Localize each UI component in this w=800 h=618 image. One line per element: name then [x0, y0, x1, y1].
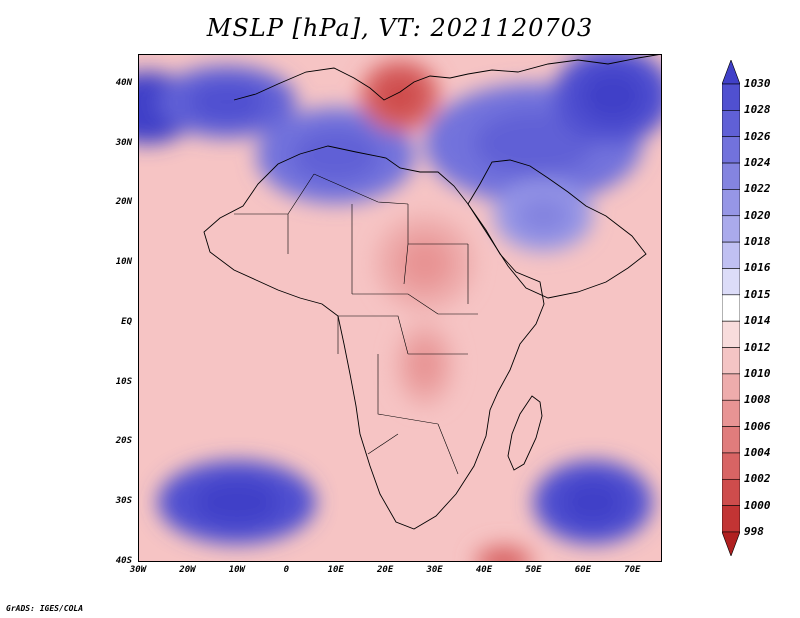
- map-plot: [138, 54, 662, 562]
- colorbar-level-label: 1012: [744, 340, 771, 354]
- pressure-core-7: [560, 479, 626, 526]
- x-tick-label: 30W: [129, 565, 147, 575]
- colorbar-level-label: 1030: [744, 77, 771, 90]
- colorbar-segment: [722, 373, 740, 401]
- colorbar-top-arrow: [722, 60, 740, 85]
- colorbar-segment: [722, 136, 740, 164]
- colorbar: [722, 60, 740, 556]
- pressure-field: [138, 54, 662, 562]
- colorbar-level-label: 1018: [744, 235, 771, 249]
- x-tick-label: 70E: [624, 565, 641, 575]
- colorbar-level-label: 1002: [744, 472, 771, 486]
- colorbar-level-label: 1000: [744, 498, 771, 512]
- colorbar-level-label: 998: [744, 525, 764, 538]
- x-tick-label: 10E: [327, 565, 344, 575]
- colorbar-segment: [722, 347, 740, 375]
- x-tick-label: 20E: [377, 565, 394, 575]
- y-tick-label: 20S: [115, 436, 132, 447]
- y-tick-label: EQ: [121, 316, 132, 327]
- y-tick-label: 20N: [115, 197, 132, 208]
- colorbar-segment: [722, 452, 740, 480]
- pressure-core-8: [378, 76, 422, 116]
- credit-text: GrADS: IGES/COLA: [6, 604, 84, 613]
- colorbar-level-label: 1006: [744, 419, 771, 433]
- colorbar-level-label: 1004: [744, 445, 771, 459]
- pressure-core-11: [408, 341, 442, 388]
- colorbar-level-label: 1026: [744, 129, 771, 143]
- x-tick-label: 10W: [228, 565, 245, 575]
- colorbar-segment: [722, 189, 740, 217]
- colorbar-segment: [722, 294, 740, 322]
- colorbar-segment: [722, 426, 740, 454]
- pressure-map: [138, 54, 662, 562]
- madagascar-coastline: [507, 395, 543, 471]
- arabia-coastline: [467, 159, 647, 299]
- pressure-core-9: [487, 552, 521, 562]
- x-tick-label: 60E: [574, 565, 592, 575]
- x-tick-label: 20W: [179, 565, 196, 575]
- colorbar-level-label: 1010: [744, 366, 771, 380]
- colorbar-level-label: 1014: [744, 314, 771, 328]
- colorbar-segment: [722, 320, 740, 348]
- colorbar-level-label: 1015: [744, 287, 771, 301]
- country-borders: [234, 173, 478, 475]
- y-tick-label: 10S: [115, 376, 132, 387]
- y-tick-label: 40N: [115, 77, 132, 88]
- x-tick-label: 30E: [426, 565, 443, 575]
- colorbar-segment: [722, 241, 740, 269]
- africa-coastline: [203, 145, 545, 530]
- x-tick-label: 50E: [525, 565, 542, 575]
- pressure-core-4: [579, 69, 646, 123]
- colorbar-level-label: 1022: [744, 182, 771, 196]
- colorbar-bottom-arrow: [722, 531, 740, 556]
- colorbar-level-label: 1020: [744, 208, 771, 222]
- map-title: MSLP [hPa], VT: 2021120703: [206, 14, 594, 42]
- colorbar-segment: [722, 505, 740, 533]
- y-tick-label: 30S: [115, 496, 132, 507]
- colorbar-level-label: 1008: [744, 393, 771, 407]
- colorbar-segment: [722, 110, 740, 138]
- colorbar-segment: [722, 399, 740, 427]
- colorbar-segment: [722, 162, 740, 190]
- y-tick-label: 40S: [115, 556, 132, 566]
- colorbar-segment: [722, 83, 740, 111]
- y-tick-label: 30N: [115, 137, 132, 148]
- europe-coastline: [233, 54, 662, 101]
- colorbar-segment: [722, 478, 740, 506]
- pressure-core-6: [193, 479, 281, 526]
- colorbar-level-label: 1016: [744, 261, 771, 275]
- colorbar-segment: [722, 215, 740, 243]
- pressure-core-10: [397, 236, 452, 290]
- x-tick-label: 0: [283, 565, 289, 575]
- pressure-core-1: [188, 82, 266, 122]
- coastlines: [203, 54, 662, 530]
- colorbar-segment: [722, 268, 740, 296]
- colorbar-level-label: 1024: [744, 156, 771, 170]
- y-tick-label: 10N: [115, 257, 132, 268]
- x-tick-label: 40E: [475, 565, 493, 575]
- pressure-core-2: [292, 129, 380, 182]
- colorbar-level-label: 1028: [744, 103, 771, 117]
- pressure-core-3: [473, 110, 594, 177]
- map-frame: [138, 54, 662, 562]
- pressure-core-5: [516, 195, 571, 236]
